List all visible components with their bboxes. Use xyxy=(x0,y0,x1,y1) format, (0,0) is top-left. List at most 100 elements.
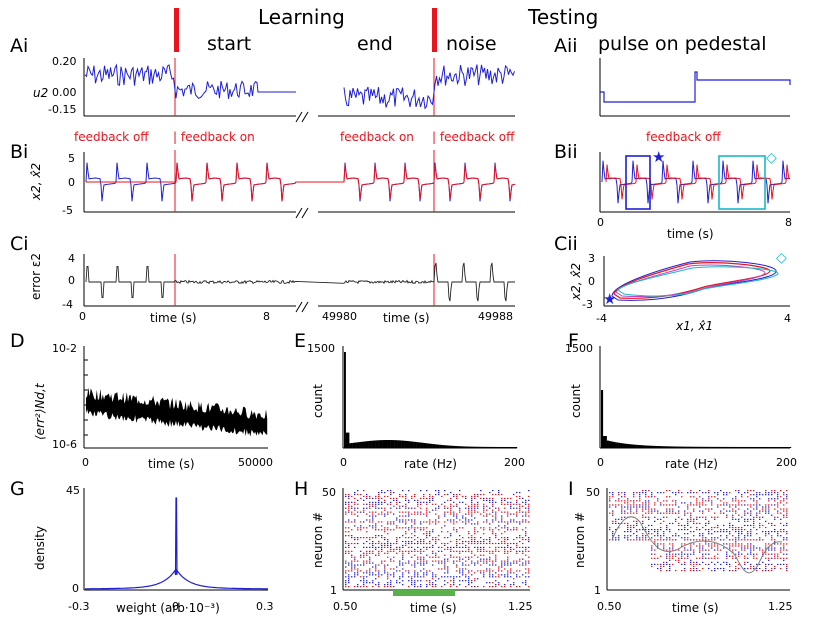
spike-dot xyxy=(753,539,755,541)
spike-dot xyxy=(399,507,401,509)
spike-dot xyxy=(408,499,410,501)
spike-dot xyxy=(405,562,407,564)
spike-dot xyxy=(459,584,461,586)
spike-dot xyxy=(486,562,488,564)
i-ytick-1: 1 xyxy=(594,584,601,597)
spike-dot xyxy=(465,495,467,498)
histogram-bar xyxy=(378,440,381,448)
spike-dot xyxy=(375,495,377,498)
spike-dot xyxy=(384,544,386,547)
spike-dot xyxy=(375,523,377,525)
histogram-bar xyxy=(701,446,704,448)
spike-dot xyxy=(747,524,749,527)
spike-dot xyxy=(693,553,695,555)
spike-dot xyxy=(504,527,506,529)
spike-dot xyxy=(369,515,371,517)
spike-dot xyxy=(516,511,518,513)
spike-dot xyxy=(705,553,707,555)
spike-dot xyxy=(456,529,458,531)
spike-dot xyxy=(462,537,464,539)
spike-dot xyxy=(669,543,671,545)
spike-dot xyxy=(768,492,770,494)
spike-dot xyxy=(666,490,668,492)
spike-dot xyxy=(747,518,749,520)
spike-dot xyxy=(714,555,716,557)
spike-dot xyxy=(636,539,638,541)
spike-dot xyxy=(645,504,647,506)
spike-dot xyxy=(408,529,410,531)
spike-dot xyxy=(672,492,674,494)
spike-dot xyxy=(363,537,365,539)
spike-dot xyxy=(723,508,725,510)
spike-dot xyxy=(354,519,356,521)
spike-dot xyxy=(651,496,653,498)
spike-dot xyxy=(378,521,380,523)
spike-dot xyxy=(492,499,494,501)
spike-dot xyxy=(441,531,443,533)
spike-dot xyxy=(354,521,356,523)
spike-dot xyxy=(513,548,515,550)
spike-dot xyxy=(465,523,467,525)
spike-dot xyxy=(747,539,749,541)
spike-dot xyxy=(681,570,683,572)
spike-dot xyxy=(753,545,755,547)
spike-dot xyxy=(405,519,407,521)
spike-dot xyxy=(741,494,743,496)
spike-dot xyxy=(684,502,686,504)
spike-dot xyxy=(699,496,701,498)
spike-dot xyxy=(630,504,632,506)
histogram-bar xyxy=(473,446,476,448)
spike-dot xyxy=(765,492,767,494)
spike-dot xyxy=(510,542,512,545)
spike-dot xyxy=(708,500,710,502)
spike-dot xyxy=(609,498,611,500)
spike-dot xyxy=(771,547,773,549)
spike-dot xyxy=(501,540,503,543)
histogram-bar xyxy=(639,445,642,448)
spike-dot xyxy=(690,492,692,494)
spike-dot xyxy=(423,533,425,535)
spike-dot xyxy=(519,570,521,572)
spike-dot xyxy=(372,521,374,523)
spike-dot xyxy=(348,546,350,549)
spike-dot xyxy=(753,498,755,500)
spike-dot xyxy=(408,572,410,574)
spike-dot xyxy=(750,514,752,516)
spike-dot xyxy=(456,513,458,515)
spike-dot xyxy=(768,549,770,551)
spike-dot xyxy=(708,498,710,500)
spike-dot xyxy=(762,553,764,555)
spike-dot xyxy=(399,582,401,584)
spike-dot xyxy=(516,570,518,572)
histogram-bar xyxy=(686,446,689,448)
spike-dot xyxy=(672,500,674,502)
ci-axis-break xyxy=(295,301,309,313)
spike-dot xyxy=(471,501,473,503)
spike-dot xyxy=(723,570,725,572)
spike-dot xyxy=(729,533,731,535)
spike-dot xyxy=(357,507,359,509)
spike-dot xyxy=(432,546,434,549)
spike-dot xyxy=(669,563,671,566)
spike-dot xyxy=(777,553,779,555)
histogram-bar xyxy=(437,444,440,448)
spike-dot xyxy=(504,552,506,554)
f-histogram xyxy=(601,390,792,448)
spike-dot xyxy=(729,563,731,566)
spike-dot xyxy=(345,562,347,564)
spike-dot xyxy=(705,518,707,520)
spike-dot xyxy=(354,542,356,545)
spike-dot xyxy=(681,524,683,527)
spike-dot xyxy=(690,504,692,506)
spike-dot xyxy=(384,572,386,574)
spike-dot xyxy=(672,510,674,512)
spike-dot xyxy=(504,546,506,549)
histogram-bar xyxy=(728,446,731,448)
panel-h: 50 1 neuron # 0.50 1.25 time (s) xyxy=(311,486,533,615)
spike-dot xyxy=(372,574,374,576)
spike-dot xyxy=(432,497,434,500)
spike-dot xyxy=(354,491,356,494)
histogram-bar xyxy=(409,441,412,448)
spike-dot xyxy=(384,515,386,517)
spike-dot xyxy=(762,551,764,553)
